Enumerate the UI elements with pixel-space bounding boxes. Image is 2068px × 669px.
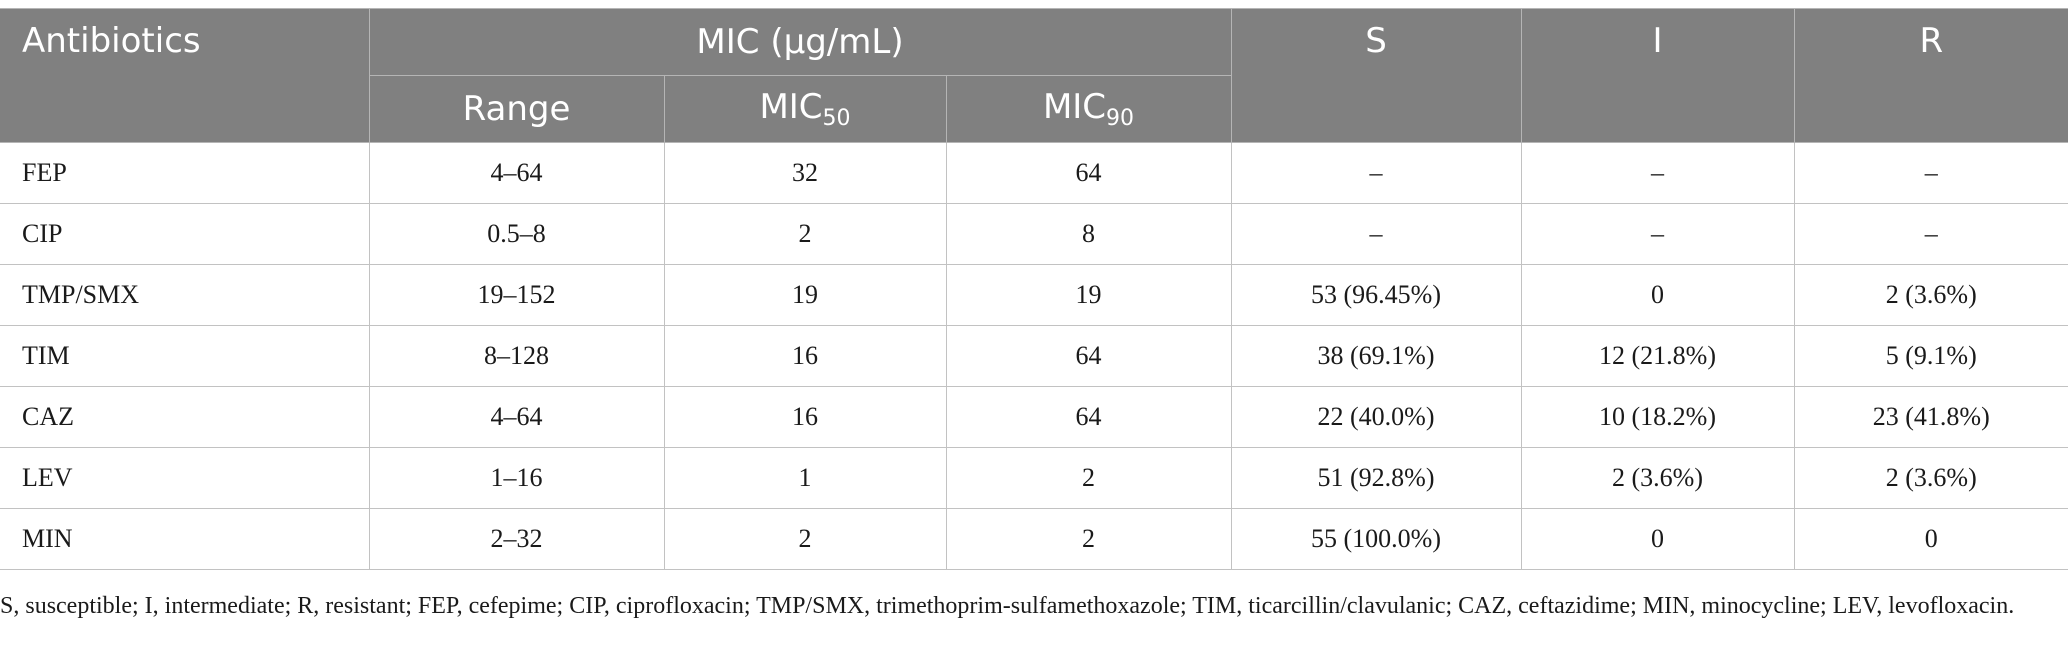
table-row: TIM 8–128 16 64 38 (69.1%) 12 (21.8%) 5 … bbox=[0, 325, 2068, 387]
header-mic50-sub: 50 bbox=[822, 106, 851, 131]
cell-mic90: 8 bbox=[945, 203, 1232, 265]
cell-range: 0.5–8 bbox=[368, 203, 665, 265]
table-footnote: S, susceptible; I, intermediate; R, resi… bbox=[0, 593, 2015, 619]
cell-i: 12 (21.8%) bbox=[1520, 325, 1795, 387]
cell-mic50: 16 bbox=[663, 325, 947, 387]
cell-r: 2 (3.6%) bbox=[1793, 447, 2068, 509]
header-mic50: MIC50 bbox=[663, 75, 947, 143]
cell-s: 51 (92.8%) bbox=[1230, 447, 1522, 509]
header-antibiotics: Antibiotics bbox=[0, 8, 370, 143]
header-s: S bbox=[1230, 8, 1522, 143]
cell-r: 23 (41.8%) bbox=[1793, 386, 2068, 448]
header-range: Range bbox=[368, 75, 665, 143]
cell-mic50: 32 bbox=[663, 142, 947, 204]
cell-r: – bbox=[1793, 142, 2068, 204]
cell-range: 2–32 bbox=[368, 508, 665, 570]
header-mic90-sub: 90 bbox=[1106, 106, 1135, 131]
cell-mic90: 2 bbox=[945, 447, 1232, 509]
header-row-top: Antibiotics MIC (µg/mL) S I R bbox=[0, 8, 2068, 143]
table-header: Antibiotics MIC (µg/mL) S I R Range MIC5… bbox=[0, 8, 2068, 143]
cell-r: – bbox=[1793, 203, 2068, 265]
cell-range: 19–152 bbox=[368, 264, 665, 326]
header-mic90-base: MIC bbox=[1042, 87, 1107, 127]
cell-r: 2 (3.6%) bbox=[1793, 264, 2068, 326]
header-mic-group: MIC (µg/mL) bbox=[368, 8, 1232, 76]
cell-i: 0 bbox=[1520, 508, 1795, 570]
cell-range: 4–64 bbox=[368, 386, 665, 448]
header-r: R bbox=[1793, 8, 2068, 143]
cell-mic90: 2 bbox=[945, 508, 1232, 570]
cell-i: 0 bbox=[1520, 264, 1795, 326]
cell-range: 4–64 bbox=[368, 142, 665, 204]
cell-i: – bbox=[1520, 142, 1795, 204]
cell-mic90: 64 bbox=[945, 142, 1232, 204]
cell-s: – bbox=[1230, 203, 1522, 265]
cell-mic90: 19 bbox=[945, 264, 1232, 326]
cell-r: 0 bbox=[1793, 508, 2068, 570]
cell-antibiotic: CAZ bbox=[0, 386, 370, 448]
cell-antibiotic: CIP bbox=[0, 203, 370, 265]
table-row: LEV 1–16 1 2 51 (92.8%) 2 (3.6%) 2 (3.6%… bbox=[0, 447, 2068, 509]
table-row: MIN 2–32 2 2 55 (100.0%) 0 0 bbox=[0, 508, 2068, 570]
cell-mic50: 16 bbox=[663, 386, 947, 448]
cell-i: 2 (3.6%) bbox=[1520, 447, 1795, 509]
cell-mic90: 64 bbox=[945, 325, 1232, 387]
cell-i: 10 (18.2%) bbox=[1520, 386, 1795, 448]
table-wrapper: Antibiotics MIC (µg/mL) S I R Range MIC5… bbox=[0, 8, 2068, 570]
header-mic50-base: MIC bbox=[759, 87, 823, 127]
cell-mic50: 1 bbox=[663, 447, 947, 509]
cell-range: 1–16 bbox=[368, 447, 665, 509]
header-mic90: MIC90 bbox=[945, 75, 1232, 143]
cell-antibiotic: MIN bbox=[0, 508, 370, 570]
table-row: CAZ 4–64 16 64 22 (40.0%) 10 (18.2%) 23 … bbox=[0, 386, 2068, 448]
cell-antibiotic: LEV bbox=[0, 447, 370, 509]
cell-antibiotic: TIM bbox=[0, 325, 370, 387]
cell-mic50: 2 bbox=[663, 203, 947, 265]
cell-range: 8–128 bbox=[368, 325, 665, 387]
cell-mic50: 2 bbox=[663, 508, 947, 570]
cell-antibiotic: FEP bbox=[0, 142, 370, 204]
cell-s: 53 (96.45%) bbox=[1230, 264, 1522, 326]
cell-s: – bbox=[1230, 142, 1522, 204]
mic-table: Antibiotics MIC (µg/mL) S I R Range MIC5… bbox=[0, 8, 2068, 570]
header-i: I bbox=[1520, 8, 1795, 143]
table-row: TMP/SMX 19–152 19 19 53 (96.45%) 0 2 (3.… bbox=[0, 264, 2068, 326]
cell-mic90: 64 bbox=[945, 386, 1232, 448]
header-row-sub: Range MIC50 MIC90 bbox=[0, 75, 2068, 143]
table-row: FEP 4–64 32 64 – – – bbox=[0, 142, 2068, 204]
cell-s: 22 (40.0%) bbox=[1230, 386, 1522, 448]
cell-antibiotic: TMP/SMX bbox=[0, 264, 370, 326]
cell-s: 38 (69.1%) bbox=[1230, 325, 1522, 387]
cell-s: 55 (100.0%) bbox=[1230, 508, 1522, 570]
table-row: CIP 0.5–8 2 8 – – – bbox=[0, 203, 2068, 265]
cell-i: – bbox=[1520, 203, 1795, 265]
cell-mic50: 19 bbox=[663, 264, 947, 326]
table-body: FEP 4–64 32 64 – – – CIP 0.5–8 2 8 – – –… bbox=[0, 142, 2068, 570]
cell-r: 5 (9.1%) bbox=[1793, 325, 2068, 387]
